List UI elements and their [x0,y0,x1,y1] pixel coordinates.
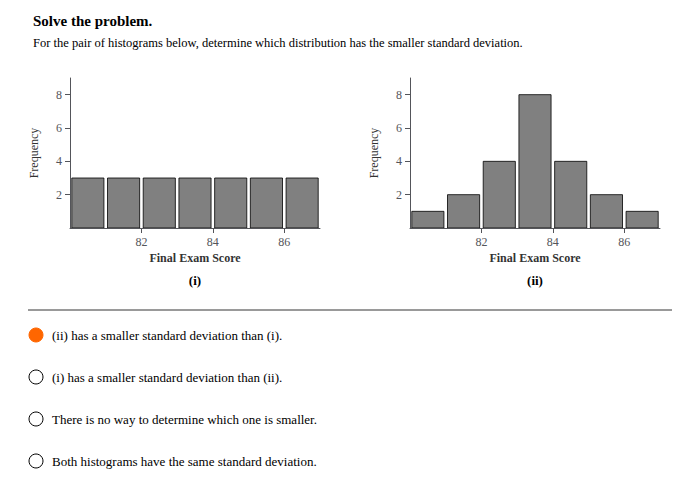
svg-text:4: 4 [56,154,62,168]
svg-text:86: 86 [278,235,290,249]
svg-text:Final Exam Score: Final Exam Score [489,251,581,265]
svg-text:Frequency: Frequency [27,128,41,179]
svg-text:There is no way to determine w: There is no way to determine which one i… [52,412,317,427]
svg-text:6: 6 [56,121,62,135]
svg-text:Final Exam Score: Final Exam Score [149,251,241,265]
svg-text:Both histograms have the same: Both histograms have the same standard d… [52,454,317,469]
svg-text:8: 8 [56,88,62,102]
svg-text:82: 82 [135,235,147,249]
svg-text:Solve the problem.: Solve the problem. [33,13,153,29]
svg-text:8: 8 [396,88,402,102]
svg-text:(i): (i) [189,273,201,288]
svg-text:(ii) has a smaller standard de: (ii) has a smaller standard deviation th… [52,328,282,343]
svg-text:4: 4 [396,154,402,168]
svg-text:82: 82 [475,235,487,249]
svg-text:2: 2 [396,188,402,202]
svg-text:Frequency: Frequency [367,128,381,179]
svg-text:For the pair of histograms bel: For the pair of histograms below, determ… [33,36,523,50]
svg-text:(ii): (ii) [527,273,543,288]
svg-text:6: 6 [396,121,402,135]
svg-text:(i) has a smaller standard dev: (i) has a smaller standard deviation tha… [52,370,282,385]
svg-text:84: 84 [547,235,559,249]
svg-text:86: 86 [618,235,630,249]
svg-text:2: 2 [56,188,62,202]
svg-text:84: 84 [207,235,219,249]
